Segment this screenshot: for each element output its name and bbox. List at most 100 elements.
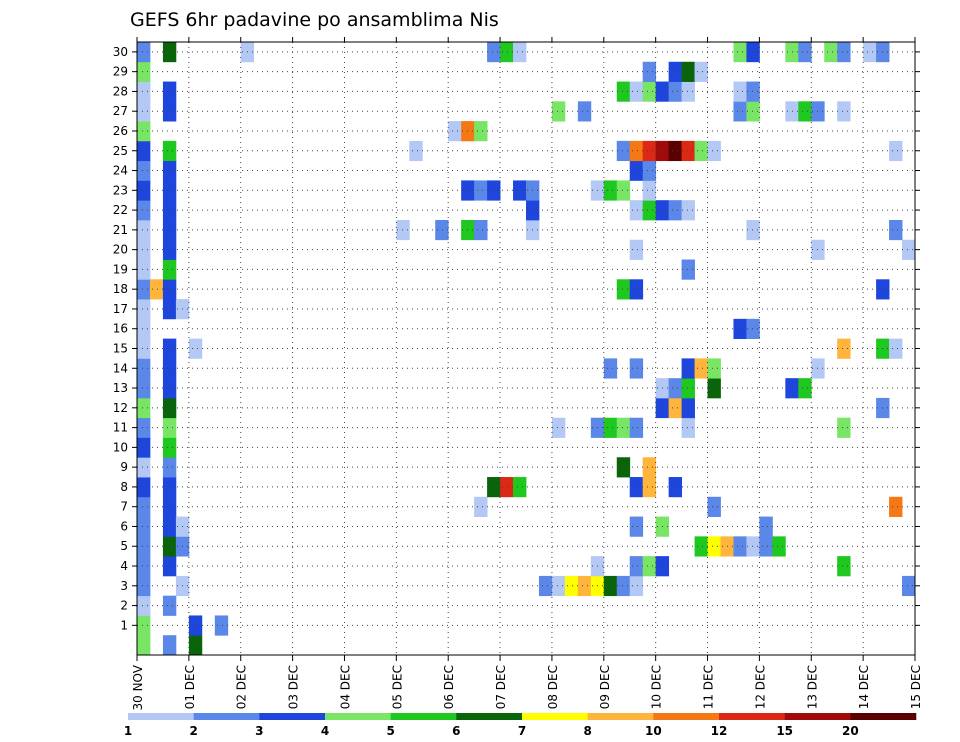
- heatmap-cell: [474, 121, 488, 142]
- colorbar-swatch: [653, 713, 720, 720]
- heatmap-cell: [889, 140, 903, 162]
- heatmap-cell: [629, 279, 644, 300]
- colorbar-label: 3: [255, 724, 263, 738]
- heatmap-cell: [902, 575, 916, 597]
- heatmap-cell: [162, 437, 177, 458]
- colorbar-swatch: [719, 713, 785, 720]
- heatmap-cell: [137, 536, 151, 557]
- heatmap-cell: [137, 457, 151, 478]
- heatmap-cell: [603, 417, 618, 438]
- heatmap-cell: [137, 279, 151, 300]
- y-tick-label: 6: [120, 519, 128, 533]
- heatmap-cell: [162, 595, 177, 616]
- heatmap-cell: [863, 42, 877, 63]
- heatmap-cell: [746, 318, 760, 340]
- heatmap-cell: [746, 42, 760, 63]
- heatmap-cell: [162, 101, 177, 122]
- heatmap-cell: [733, 81, 747, 102]
- y-tick-label: 14: [113, 361, 128, 375]
- colorbar-label: 20: [842, 724, 859, 738]
- heatmap-cells: [137, 42, 916, 656]
- heatmap-cell: [137, 259, 151, 280]
- heatmap-cell: [642, 200, 657, 221]
- heatmap-cell: [137, 556, 151, 577]
- colorbar: 1 2 3 4 5 6 7 8 10 12 15 20: [124, 713, 917, 738]
- y-axis: 1234567891011121314151617181920212223242…: [113, 45, 920, 632]
- heatmap-cell: [629, 81, 644, 102]
- x-tick-label: 01 DEC: [183, 665, 197, 709]
- x-tick-label: 05 DEC: [390, 665, 404, 709]
- heatmap-cell: [733, 101, 747, 122]
- heatmap-cell: [214, 615, 229, 636]
- y-tick-label: 1: [120, 618, 128, 632]
- chart-title: GEFS 6hr padavine po ansamblima Nis: [130, 9, 499, 31]
- heatmap-cell: [681, 417, 695, 438]
- x-tick-label: 12 DEC: [753, 665, 767, 709]
- heatmap-cell: [629, 239, 644, 260]
- heatmap-cell: [162, 358, 177, 379]
- heatmap-cell: [137, 180, 151, 201]
- heatmap-cell: [681, 378, 695, 399]
- heatmap-cell: [162, 239, 177, 260]
- heatmap-cell: [137, 358, 151, 379]
- x-tick-label: 07 DEC: [494, 665, 508, 709]
- heatmap-cell: [513, 180, 527, 201]
- heatmap-cell: [837, 556, 851, 577]
- y-tick-label: 10: [113, 440, 128, 454]
- y-tick-label: 24: [113, 164, 128, 178]
- heatmap-cell: [889, 338, 903, 359]
- heatmap-cell: [616, 81, 631, 102]
- x-tick-label: 09 DEC: [598, 665, 612, 709]
- colorbar-label: 5: [386, 724, 394, 738]
- y-tick-label: 16: [113, 322, 128, 336]
- y-tick-label: 2: [120, 599, 128, 613]
- heatmap-cell: [837, 338, 851, 359]
- heatmap-cell: [629, 160, 644, 181]
- heatmap-cell: [162, 397, 177, 419]
- heatmap-cell: [188, 635, 203, 656]
- grid-lines: [137, 42, 915, 655]
- heatmap-cell: [513, 477, 527, 498]
- heatmap-cell: [824, 42, 838, 63]
- heatmap-cell: [162, 378, 177, 399]
- heatmap-cell: [500, 42, 514, 63]
- heatmap-cell: [642, 140, 657, 162]
- heatmap-cell: [137, 239, 151, 260]
- x-tick-label: 08 DEC: [546, 665, 560, 709]
- heatmap-cell: [694, 140, 708, 162]
- heatmap-cell: [707, 140, 721, 162]
- heatmap-cell: [162, 200, 177, 221]
- heatmap-cell: [798, 101, 812, 122]
- heatmap-cell: [642, 556, 657, 577]
- x-tick-label: 10 DEC: [650, 665, 664, 709]
- heatmap-cell: [137, 417, 151, 438]
- heatmap-cell: [162, 81, 177, 102]
- heatmap-cell: [137, 575, 151, 597]
- heatmap-cell: [448, 121, 462, 142]
- heatmap-cell: [681, 200, 695, 221]
- y-tick-label: 12: [113, 401, 128, 415]
- y-tick-label: 21: [113, 223, 128, 237]
- colorbar-swatch: [456, 713, 523, 720]
- colorbar-swatch: [193, 713, 260, 720]
- colorbar-label: 12: [711, 724, 728, 738]
- heatmap-cell: [551, 101, 566, 122]
- heatmap-cell: [137, 437, 151, 458]
- x-tick-label: 30 NOV: [131, 664, 145, 710]
- heatmap-cell: [474, 219, 488, 241]
- heatmap-cell: [642, 160, 657, 181]
- heatmap-cell: [889, 219, 903, 241]
- heatmap-cell: [603, 358, 618, 379]
- x-tick-label: 02 DEC: [235, 665, 249, 709]
- heatmap-cell: [837, 417, 851, 438]
- heatmap-cell: [162, 180, 177, 201]
- colorbar-swatch: [587, 713, 654, 720]
- heatmap-cell: [668, 81, 682, 102]
- heatmap-cell: [487, 42, 501, 63]
- heatmap-cell: [798, 42, 812, 63]
- plot-frame: [136, 41, 916, 656]
- heatmap-cell: [137, 595, 151, 616]
- heatmap-cell: [396, 219, 410, 241]
- heatmap-cell: [681, 259, 695, 280]
